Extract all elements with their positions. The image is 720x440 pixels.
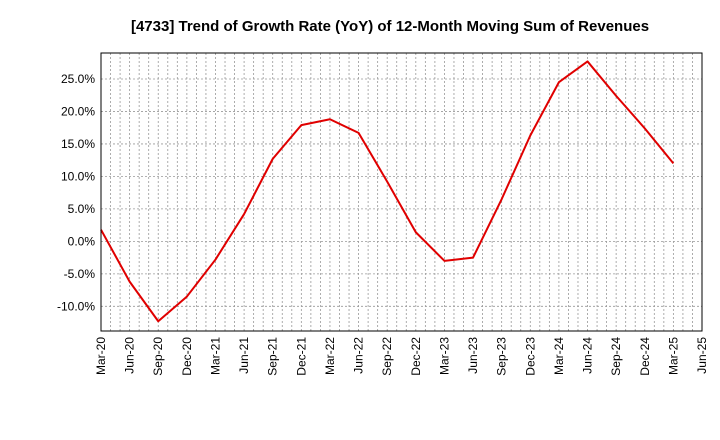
x-tick-label: Mar-20 bbox=[94, 337, 108, 375]
x-tick-label: Mar-24 bbox=[552, 337, 566, 375]
x-tick-label: Sep-21 bbox=[266, 337, 280, 376]
x-tick-label: Sep-22 bbox=[380, 337, 394, 376]
x-tick-label: Mar-25 bbox=[666, 337, 680, 375]
plot-frame bbox=[100, 52, 703, 332]
y-tick-label: 0.0% bbox=[68, 234, 96, 248]
x-tick-label: Dec-21 bbox=[294, 337, 308, 376]
x-tick-label: Jun-25 bbox=[695, 337, 709, 374]
data-series bbox=[100, 60, 675, 323]
y-tick-label: 25.0% bbox=[61, 72, 95, 86]
x-tick-label: Sep-20 bbox=[151, 337, 165, 376]
chart-title: [4733] Trend of Growth Rate (YoY) of 12-… bbox=[131, 18, 649, 35]
x-tick-label: Dec-22 bbox=[409, 337, 423, 376]
x-tick-label: Mar-21 bbox=[208, 337, 222, 375]
x-tick-label: Dec-23 bbox=[523, 337, 537, 376]
x-tick-label: Sep-24 bbox=[609, 337, 623, 376]
x-tick-label: Dec-20 bbox=[180, 337, 194, 376]
x-tick-label: Jun-23 bbox=[466, 337, 480, 374]
y-tick-label: -10.0% bbox=[57, 299, 95, 313]
x-axis-ticks: Mar-20 Jun-20 Sep-20 Dec-20 Mar-21 Jun-21 Sep-… bbox=[94, 337, 709, 376]
x-tick-label: Jun-21 bbox=[237, 337, 251, 374]
x-tick-label: Mar-23 bbox=[437, 337, 451, 375]
gridlines bbox=[101, 53, 702, 331]
y-axis-ticks: -10.0% -5.0% 0.0% 5.0% 10.0% 15.0% 20.0% 25.0% bbox=[57, 72, 95, 313]
x-tick-label: Sep-23 bbox=[495, 337, 509, 376]
x-tick-label: Jun-22 bbox=[352, 337, 366, 374]
y-tick-label: 5.0% bbox=[68, 202, 96, 216]
x-tick-label: Jun-24 bbox=[581, 337, 595, 374]
x-tick-label: Mar-22 bbox=[323, 337, 337, 375]
y-tick-label: 15.0% bbox=[61, 137, 95, 151]
x-tick-label: Jun-20 bbox=[123, 337, 137, 374]
x-tick-label: Dec-24 bbox=[638, 337, 652, 376]
y-tick-label: -5.0% bbox=[64, 267, 96, 281]
series-line bbox=[100, 60, 675, 323]
y-tick-label: 20.0% bbox=[61, 104, 95, 118]
y-tick-label: 10.0% bbox=[61, 169, 95, 183]
